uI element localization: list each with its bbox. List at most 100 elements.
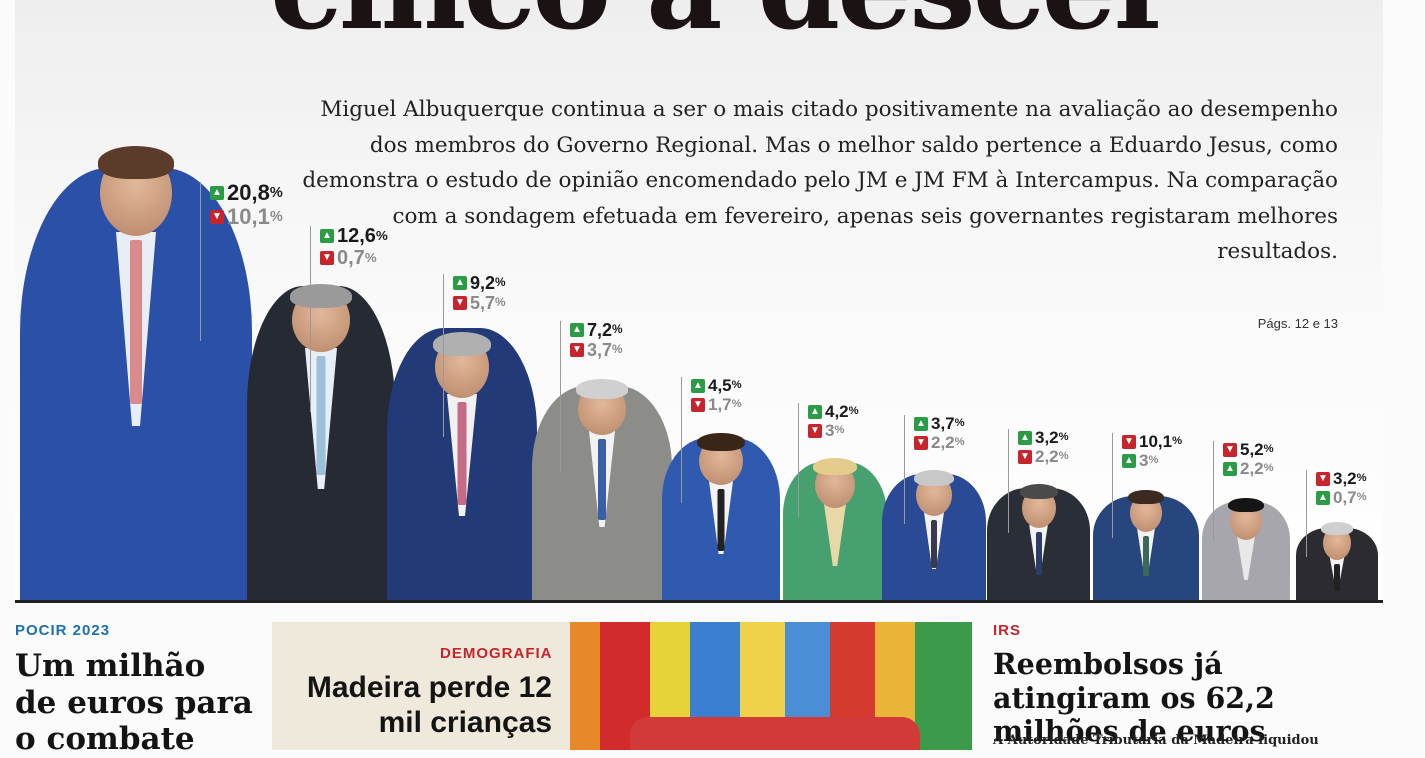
stat-value: 3,2 bbox=[1035, 428, 1059, 447]
stat-positive-row: ▼ 5,2% bbox=[1223, 441, 1274, 458]
arrow-up-icon: ▲ bbox=[914, 416, 928, 431]
stat-positive-row: ▲ 9,2% bbox=[453, 274, 506, 292]
stat-leader-line bbox=[798, 403, 799, 518]
stat-value: 20,8 bbox=[227, 180, 270, 205]
main-headline: cinco a descer bbox=[270, 0, 1176, 46]
stat-value: 4,5 bbox=[708, 376, 732, 395]
stat-value: 5,7 bbox=[470, 293, 496, 313]
arrow-down-icon: ▼ bbox=[1223, 442, 1237, 457]
member-portrait bbox=[1296, 522, 1378, 600]
member-stats: ▲ 4,2% ▼ 3% bbox=[808, 403, 859, 439]
arrow-down-icon: ▼ bbox=[570, 343, 584, 357]
stat-positive-row: ▲ 12,6% bbox=[320, 226, 388, 246]
member-portrait bbox=[532, 379, 672, 600]
arrow-up-icon: ▲ bbox=[808, 404, 822, 419]
arrow-down-icon: ▼ bbox=[210, 210, 224, 224]
stat-leader-line bbox=[1306, 470, 1307, 557]
arrow-up-icon: ▲ bbox=[320, 229, 334, 243]
stat-unit: % bbox=[269, 208, 283, 225]
arrow-up-icon: ▲ bbox=[1018, 430, 1032, 445]
stat-positive-row: ▲ 3,7% bbox=[914, 415, 965, 432]
member-portrait bbox=[1202, 498, 1290, 600]
demografia-box[interactable] bbox=[272, 622, 570, 750]
arrow-up-icon: ▲ bbox=[1316, 490, 1330, 505]
stat-unit: % bbox=[1172, 434, 1183, 447]
stat-leader-line bbox=[681, 377, 682, 503]
stat-leader-line bbox=[1008, 429, 1009, 533]
member-stats: ▲ 9,2% ▼ 5,7% bbox=[453, 274, 506, 312]
stat-unit: % bbox=[495, 275, 506, 290]
member-stats: ▼ 3,2% ▲ 0,7% bbox=[1316, 470, 1367, 506]
stat-unit: % bbox=[1356, 471, 1367, 484]
stat-unit: % bbox=[731, 397, 742, 410]
stat-negative-row: ▼ 2,2% bbox=[914, 434, 965, 451]
arrow-down-icon: ▼ bbox=[320, 251, 334, 265]
stat-value: 9,2 bbox=[470, 273, 496, 293]
irs-headline[interactable]: Reembolsos já atingiram os 62,2 milhões … bbox=[993, 647, 1275, 749]
arrow-up-icon: ▲ bbox=[1122, 453, 1136, 468]
stat-unit: % bbox=[954, 435, 965, 448]
stat-leader-line bbox=[904, 415, 905, 525]
member-portrait bbox=[387, 328, 537, 600]
stat-unit: % bbox=[834, 423, 845, 436]
stat-value: 1,7 bbox=[708, 395, 732, 414]
stat-value: 10,1 bbox=[1139, 432, 1173, 451]
stat-value: 3 bbox=[1139, 451, 1149, 470]
member-stats: ▲ 3,7% ▼ 2,2% bbox=[914, 415, 965, 451]
stat-leader-line bbox=[443, 274, 444, 437]
stat-unit: % bbox=[731, 378, 742, 391]
stat-value: 5,2 bbox=[1240, 440, 1264, 459]
stat-value: 3,2 bbox=[1333, 469, 1357, 488]
member-portrait bbox=[882, 470, 986, 600]
stat-value: 0,7 bbox=[1333, 488, 1357, 507]
arrow-up-icon: ▲ bbox=[691, 378, 705, 393]
front-page-hero: cinco a descer Miguel Albuquerque contin… bbox=[15, 0, 1383, 600]
stat-leader-line bbox=[310, 226, 311, 412]
stat-value: 2,2 bbox=[1035, 447, 1059, 466]
stat-unit: % bbox=[1356, 490, 1367, 503]
arrow-down-icon: ▼ bbox=[1018, 449, 1032, 464]
arrow-down-icon: ▼ bbox=[691, 397, 705, 412]
stat-unit: % bbox=[1263, 461, 1274, 474]
member-portrait bbox=[783, 458, 887, 600]
member-stats: ▼ 5,2% ▲ 2,2% bbox=[1223, 441, 1274, 477]
stat-value: 0,7 bbox=[337, 247, 365, 269]
stat-negative-row: ▲ 0,7% bbox=[1316, 489, 1367, 506]
stat-unit: % bbox=[495, 295, 506, 310]
member-portrait bbox=[1093, 490, 1199, 600]
stat-unit: % bbox=[364, 250, 377, 266]
demografia-kicker: DEMOGRAFIA bbox=[440, 645, 553, 662]
member-stats: ▼ 10,1% ▲ 3% bbox=[1122, 433, 1182, 469]
stat-value: 4,2 bbox=[825, 402, 849, 421]
stat-unit: % bbox=[1263, 442, 1274, 455]
pocir-headline[interactable]: Um milhão de euros para o combate bbox=[15, 648, 253, 758]
stat-positive-row: ▼ 10,1% bbox=[1122, 433, 1182, 450]
stat-positive-row: ▼ 3,2% bbox=[1316, 470, 1367, 487]
intro-paragraph: Miguel Albuquerque continua a ser o mais… bbox=[302, 97, 1338, 264]
stat-negative-row: ▼ 2,2% bbox=[1018, 448, 1069, 465]
stat-negative-row: ▼ 5,7% bbox=[453, 294, 506, 312]
stat-unit: % bbox=[1058, 449, 1069, 462]
member-portrait bbox=[247, 284, 395, 600]
arrow-down-icon: ▼ bbox=[914, 435, 928, 450]
irs-kicker: IRS bbox=[993, 622, 1022, 639]
arrow-down-icon: ▼ bbox=[1316, 471, 1330, 486]
member-stats: ▲ 4,5% ▼ 1,7% bbox=[691, 377, 742, 413]
stat-unit: % bbox=[1148, 453, 1159, 466]
arrow-up-icon: ▲ bbox=[210, 186, 224, 200]
demografia-headline[interactable]: Madeira perde 12 mil crianças bbox=[306, 671, 552, 740]
stat-negative-row: ▼ 0,7% bbox=[320, 248, 388, 268]
arrow-up-icon: ▲ bbox=[1223, 461, 1237, 476]
stat-leader-line bbox=[200, 182, 201, 341]
irs-lead: A Autoridade Tributária da Madeira liqui… bbox=[993, 733, 1319, 748]
arrow-down-icon: ▼ bbox=[808, 423, 822, 438]
stat-negative-row: ▼ 10,1% bbox=[210, 206, 283, 228]
stat-leader-line bbox=[560, 321, 561, 472]
stat-value: 2,2 bbox=[931, 433, 955, 452]
bouncy-castle-photo bbox=[570, 622, 972, 750]
stat-negative-row: ▼ 1,7% bbox=[691, 396, 742, 413]
arrow-down-icon: ▼ bbox=[1122, 434, 1136, 449]
stat-negative-row: ▼ 3% bbox=[808, 422, 859, 439]
stat-value: 2,2 bbox=[1240, 459, 1264, 478]
member-stats: ▲ 7,2% ▼ 3,7% bbox=[570, 321, 623, 359]
